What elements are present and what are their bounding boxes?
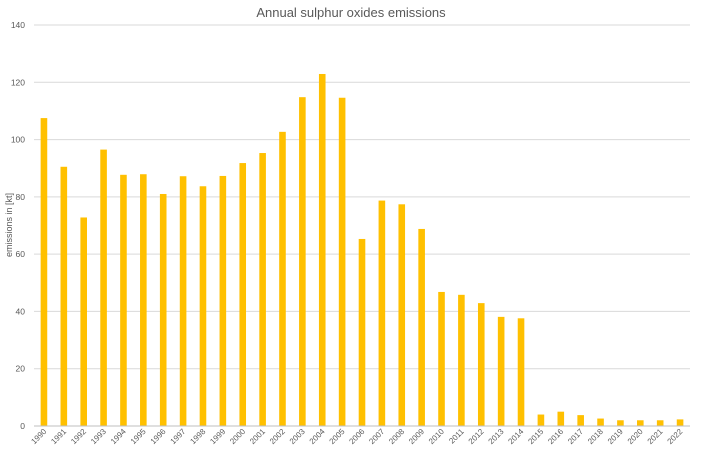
y-tick-label: 20 — [16, 364, 26, 374]
bar-1991 — [60, 166, 68, 426]
bar-1995 — [140, 174, 147, 426]
y-axis-ticks: 0 20 40 60 80 100 120 140 — [11, 20, 25, 431]
bar-2007 — [378, 200, 386, 426]
bar-2020 — [637, 420, 644, 426]
bar-2016 — [557, 411, 565, 426]
bar-2017 — [577, 415, 584, 426]
y-tick-label: 80 — [16, 192, 26, 202]
bar-1996 — [159, 193, 167, 426]
bar-series — [40, 73, 684, 427]
bar-2011 — [458, 294, 465, 426]
bar-1990 — [40, 118, 48, 426]
chart-title: Annual sulphur oxides emissions — [256, 5, 446, 20]
bar-2003 — [299, 97, 306, 427]
bar-2014 — [517, 318, 525, 426]
bar-2001 — [259, 153, 266, 426]
bar-1997 — [179, 176, 187, 426]
bar-2013 — [497, 316, 505, 426]
bar-1993 — [100, 149, 107, 426]
y-tick-label: 120 — [11, 77, 25, 87]
bar-1999 — [219, 175, 227, 426]
y-tick-label: 40 — [16, 306, 26, 316]
bar-2015 — [537, 414, 545, 426]
bar-2022 — [676, 419, 684, 426]
bar-2009 — [418, 228, 425, 426]
y-tick-label: 0 — [20, 421, 25, 431]
y-axis-label: emissions in [kt] — [4, 193, 14, 257]
bar-1992 — [80, 217, 87, 426]
bar-2004 — [318, 73, 326, 426]
bar-2018 — [597, 418, 604, 426]
bar-1994 — [120, 174, 127, 426]
bar-2006 — [358, 238, 366, 426]
bar-2012 — [477, 303, 485, 426]
bar-2000 — [239, 163, 247, 426]
bar-1998 — [199, 186, 207, 426]
bar-2010 — [438, 291, 445, 426]
bar-2021 — [656, 420, 664, 426]
bar-2005 — [338, 97, 346, 426]
bar-2008 — [398, 204, 406, 426]
bar-2002 — [279, 131, 286, 426]
y-tick-label: 140 — [11, 20, 25, 30]
bar-2019 — [617, 420, 624, 426]
y-tick-label: 60 — [16, 249, 26, 259]
y-tick-label: 100 — [11, 135, 25, 145]
